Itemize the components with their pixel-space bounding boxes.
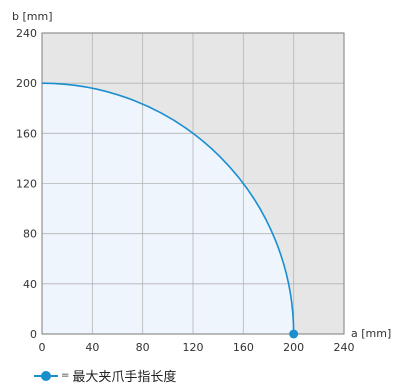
markers	[289, 329, 299, 339]
legend: = 最大夹爪手指长度	[34, 366, 176, 385]
y-axis-label: b [mm]	[12, 10, 53, 23]
y-tick-label: 80	[23, 228, 37, 241]
x-axis-label: a [mm]	[351, 327, 391, 340]
legend-line-icon	[34, 369, 58, 383]
y-tick-label: 200	[16, 77, 37, 90]
y-tick-label: 0	[30, 328, 37, 341]
x-tick-label: 200	[283, 341, 304, 354]
inside-area	[42, 83, 294, 335]
x-tick-label: 120	[183, 341, 204, 354]
legend-equals: =	[61, 370, 70, 381]
x-tick-label: 80	[136, 341, 150, 354]
y-tick-label: 40	[23, 278, 37, 291]
x-tick-label: 240	[334, 341, 355, 354]
x-tick-label: 40	[85, 341, 99, 354]
y-tick-label: 120	[16, 178, 37, 191]
series-curve	[41, 82, 295, 335]
y-tick-label: 160	[16, 127, 37, 140]
tick-labels: 0 40 80 120 160 200 240 0 40 80 120 160 200 240	[16, 27, 355, 354]
legend-label: 最大夹爪手指长度	[72, 370, 177, 385]
y-tick-label: 240	[16, 27, 37, 40]
x-tick-label: 0	[39, 341, 46, 354]
plot-frame	[41, 32, 345, 335]
data-point	[289, 329, 299, 339]
x-tick-label: 160	[233, 341, 254, 354]
